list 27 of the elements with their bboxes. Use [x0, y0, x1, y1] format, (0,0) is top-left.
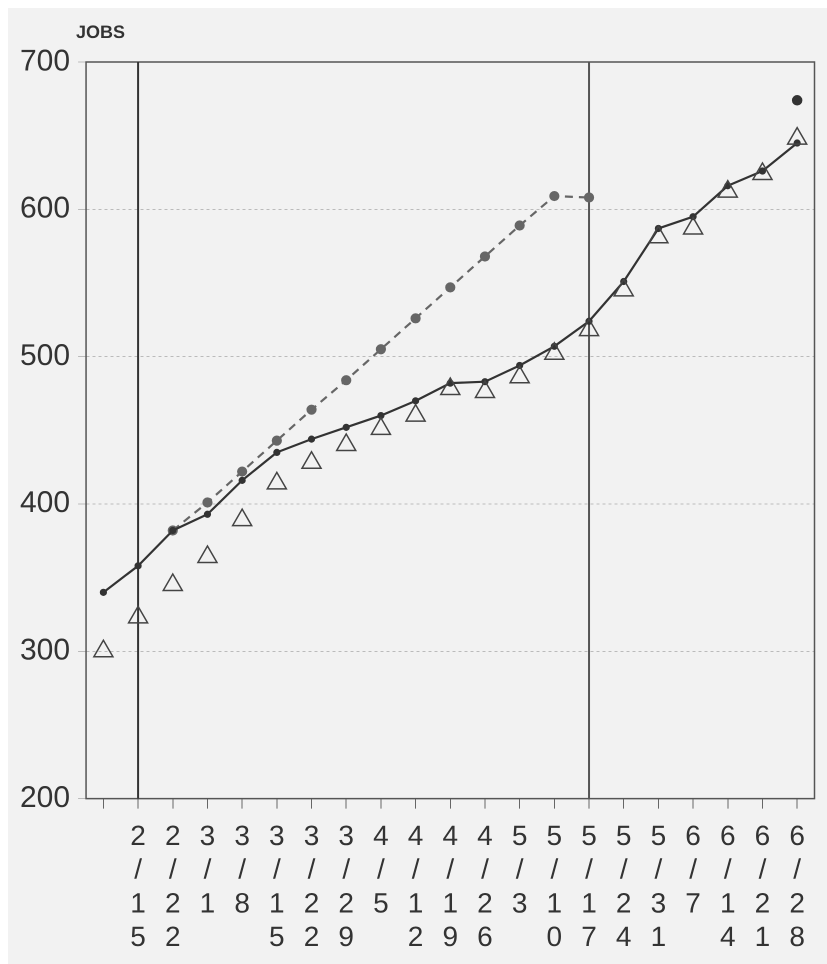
y-tick-label: 700	[20, 44, 70, 78]
x-tick-label: 5/31	[650, 820, 666, 952]
y-tick-label: 400	[20, 486, 70, 520]
x-tick-label: 2/22	[164, 820, 181, 952]
x-tick-label: 6/7	[685, 820, 701, 918]
y-tick-label: 300	[20, 634, 70, 667]
x-tick-label: 5/3	[512, 820, 528, 918]
x-tick-label: 6/14	[720, 820, 736, 952]
x-tick-label: 3/29	[338, 820, 354, 952]
x-tick-label: 3/8	[234, 820, 250, 918]
y-tick-label: 500	[20, 338, 70, 372]
x-tick-label: 4/5	[373, 820, 389, 918]
x-tick-label: 3/15	[269, 820, 285, 952]
y-axis-title: JOBS	[76, 22, 126, 43]
x-tick-label: 4/19	[442, 820, 458, 952]
x-tick-label: 3/22	[304, 820, 320, 952]
y-tick-label: 600	[20, 192, 70, 225]
x-tick-label: 4/12	[408, 820, 424, 952]
x-tick-label: 4/26	[477, 820, 493, 952]
x-tick-label: 5/17	[581, 820, 597, 952]
x-tick-label: 6/21	[754, 820, 770, 952]
y-tick-label: 200	[20, 780, 70, 814]
x-tick-label: 5/10	[546, 820, 562, 952]
x-tick-label: 6/28	[789, 820, 805, 952]
x-tick-label: 2/15	[130, 820, 146, 952]
x-tick-label: 5/24	[616, 820, 632, 952]
x-tick-label: 3/1	[200, 820, 216, 918]
